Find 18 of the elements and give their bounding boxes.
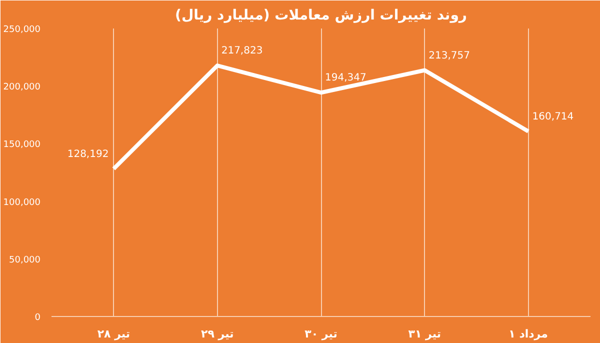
x-tick-label: ۳۱ تیر: [408, 328, 442, 340]
data-label: 217,823: [221, 46, 263, 57]
data-label: 213,757: [428, 50, 470, 62]
x-tick-label: ۲۸ تیر: [97, 328, 130, 340]
line-series: [112, 64, 530, 171]
data-label: 160,714: [532, 111, 574, 122]
y-tick-label: 250,000: [3, 25, 41, 35]
y-tick-label: 100,000: [3, 198, 41, 208]
x-tick-label: ۲۹ تیر: [200, 328, 234, 340]
chart-title: روند تغییرات ارزش معاملات (میلیارد ریال): [175, 8, 467, 24]
data-label: 194,347: [325, 72, 366, 84]
y-tick-label: 0: [34, 313, 41, 323]
data-label: 128,192: [67, 148, 109, 160]
y-tick-label: 50,000: [9, 255, 41, 266]
x-tick-label: ۱ مرداد: [508, 328, 548, 340]
y-tick-label: 200,000: [3, 82, 41, 93]
y-tick-label: 150,000: [3, 140, 41, 150]
x-tick-label: ۳۰ تیر: [304, 328, 338, 340]
